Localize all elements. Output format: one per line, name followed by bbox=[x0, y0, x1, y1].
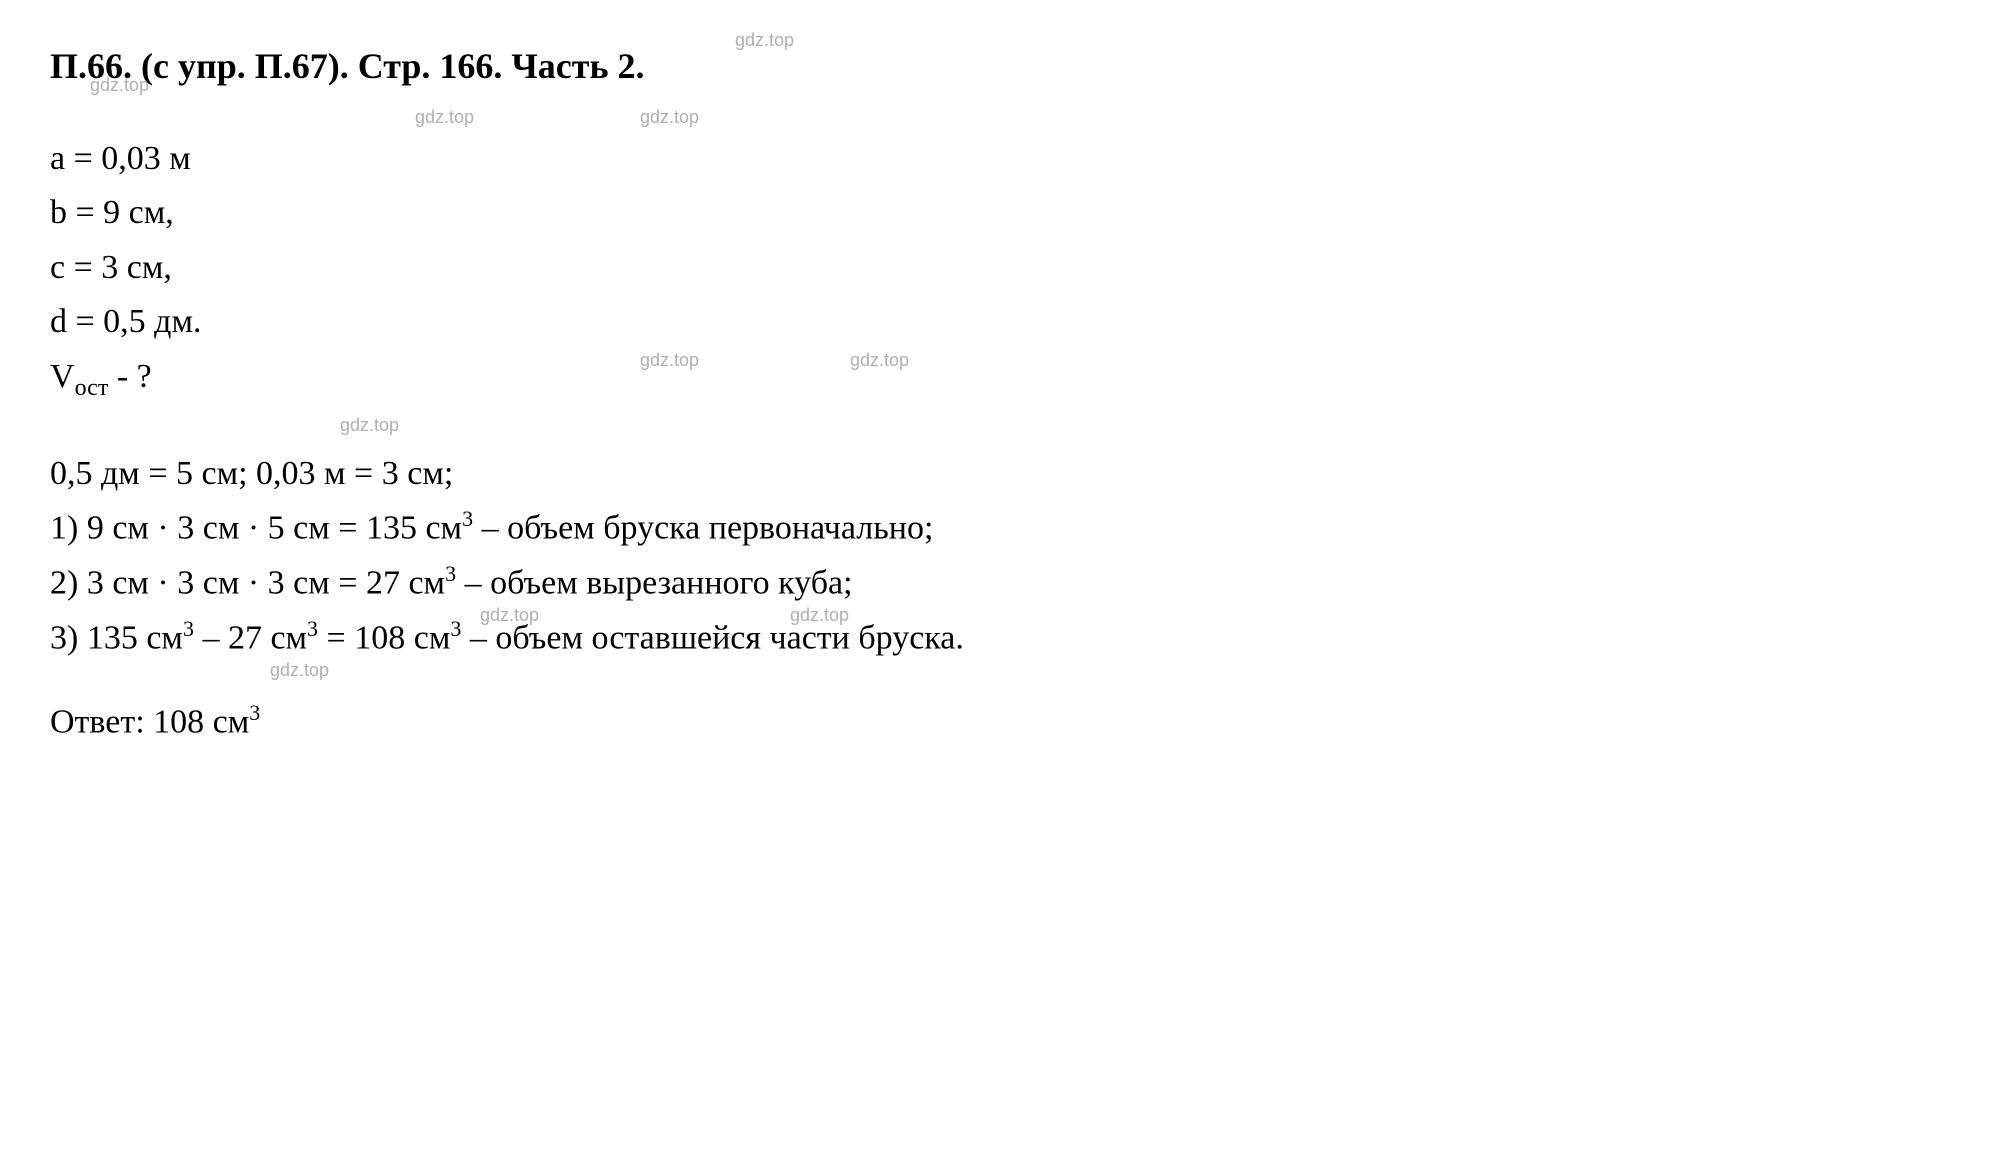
watermark: gdz.top bbox=[850, 350, 909, 371]
step-calc: 9 см · 3 см · 5 см = 135 см bbox=[87, 509, 462, 546]
page-title: П.66. (с упр. П.67). Стр. 166. Часть 2. bbox=[50, 45, 1947, 87]
step-calc: 135 см bbox=[87, 619, 183, 656]
question-subscript: ост bbox=[75, 374, 109, 400]
step-num: 2) bbox=[50, 564, 87, 601]
solution-step: 3) 135 см3 – 27 см3 = 108 см3 – объем ос… bbox=[50, 611, 1947, 666]
given-line: a = 0,03 м bbox=[50, 132, 1947, 186]
step-num: 1) bbox=[50, 509, 87, 546]
watermark: gdz.top bbox=[640, 350, 699, 371]
step-mid: – 27 см bbox=[194, 619, 307, 656]
step-exp: 3 bbox=[462, 506, 473, 531]
step-mid2: = 108 см bbox=[318, 619, 450, 656]
step-exp: 3 bbox=[445, 561, 456, 586]
step-exp: 3 bbox=[183, 616, 194, 641]
given-line: b = 9 см, bbox=[50, 186, 1947, 240]
watermark: gdz.top bbox=[480, 605, 539, 626]
watermark: gdz.top bbox=[270, 660, 329, 681]
watermark: gdz.top bbox=[735, 30, 794, 51]
step-calc: 3 см · 3 см · 3 см = 27 см bbox=[87, 564, 445, 601]
answer-line: Ответ: 108 см3 bbox=[50, 700, 1947, 741]
question-var: V bbox=[50, 358, 75, 395]
step-exp: 3 bbox=[450, 616, 461, 641]
watermark: gdz.top bbox=[90, 75, 149, 96]
step-desc: – объем вырезанного куба; bbox=[456, 564, 852, 601]
watermark: gdz.top bbox=[340, 415, 399, 436]
given-line: d = 0,5 дм. bbox=[50, 295, 1947, 349]
watermark: gdz.top bbox=[790, 605, 849, 626]
watermark: gdz.top bbox=[415, 107, 474, 128]
given-question: Vост - ? bbox=[50, 350, 1947, 407]
content-wrapper: gdz.top П.66. (с упр. П.67). Стр. 166. Ч… bbox=[50, 45, 1947, 742]
step-desc: – объем бруска первоначально; bbox=[473, 509, 933, 546]
question-suffix: - ? bbox=[108, 358, 151, 395]
solution-section: 0,5 дм = 5 см; 0,03 м = 3 см; 1) 9 см · … bbox=[50, 447, 1947, 666]
answer-exp: 3 bbox=[249, 700, 260, 725]
conversion-line: 0,5 дм = 5 см; 0,03 м = 3 см; bbox=[50, 447, 1947, 501]
watermark: gdz.top bbox=[640, 107, 699, 128]
step-num: 3) bbox=[50, 619, 87, 656]
solution-step: 2) 3 см · 3 см · 3 см = 27 см3 – объем в… bbox=[50, 556, 1947, 611]
answer-prefix: Ответ: 108 см bbox=[50, 704, 249, 741]
solution-step: 1) 9 см · 3 см · 5 см = 135 см3 – объем … bbox=[50, 501, 1947, 556]
step-exp: 3 bbox=[307, 616, 318, 641]
given-line: c = 3 см, bbox=[50, 241, 1947, 295]
given-section: a = 0,03 м b = 9 см, c = 3 см, d = 0,5 д… bbox=[50, 132, 1947, 407]
